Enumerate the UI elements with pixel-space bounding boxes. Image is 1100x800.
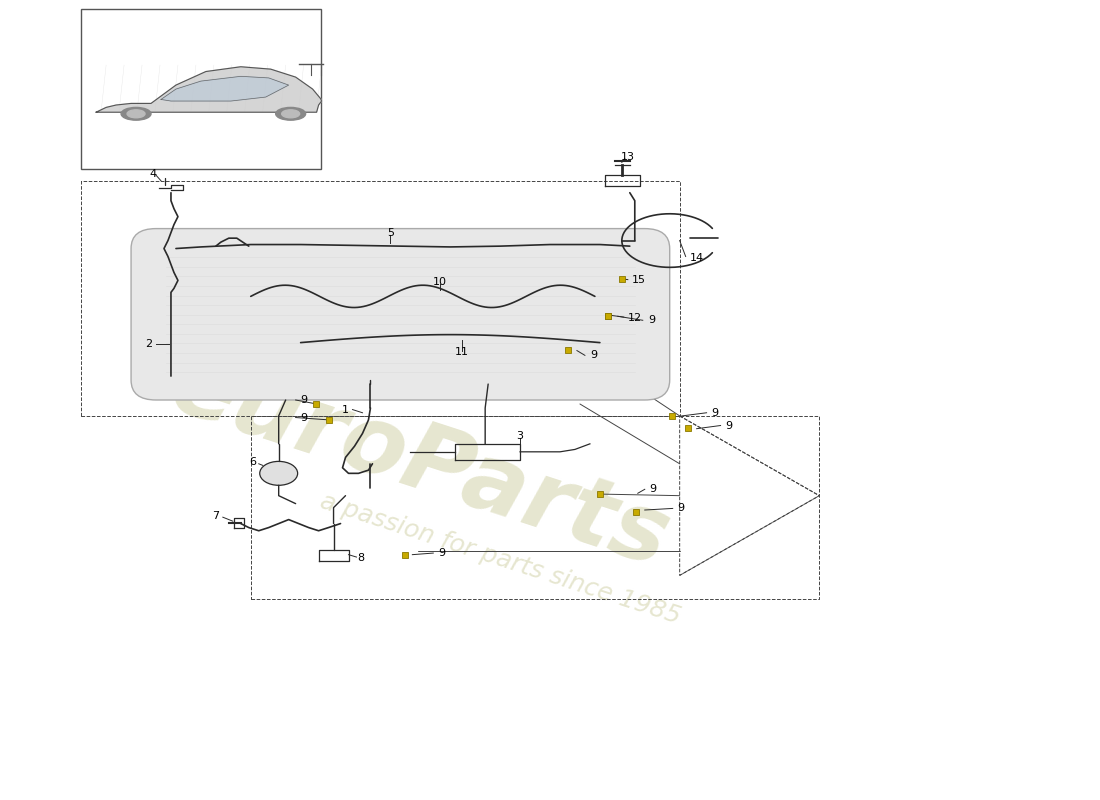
Text: 9: 9 <box>300 413 308 422</box>
Ellipse shape <box>128 110 145 118</box>
Text: 9: 9 <box>712 408 718 418</box>
Polygon shape <box>96 66 321 112</box>
Text: euroParts: euroParts <box>160 340 681 587</box>
Text: 2: 2 <box>145 339 153 349</box>
Ellipse shape <box>260 462 298 486</box>
Ellipse shape <box>121 107 151 120</box>
Text: 4: 4 <box>150 169 156 178</box>
Text: 1: 1 <box>342 405 349 414</box>
Polygon shape <box>161 76 288 101</box>
Text: 5: 5 <box>387 227 394 238</box>
Text: 9: 9 <box>438 548 446 558</box>
Text: 14: 14 <box>690 253 704 263</box>
Text: 9: 9 <box>726 421 733 430</box>
Text: 11: 11 <box>455 347 470 357</box>
FancyBboxPatch shape <box>131 229 670 400</box>
Text: 9: 9 <box>300 395 308 405</box>
Text: 9: 9 <box>590 350 597 360</box>
Text: 9: 9 <box>650 484 657 494</box>
Text: 12: 12 <box>628 313 642 323</box>
Text: 9: 9 <box>678 503 685 514</box>
Text: 8: 8 <box>356 553 364 563</box>
Text: 13: 13 <box>620 152 635 162</box>
Text: 7: 7 <box>211 510 219 521</box>
Text: a passion for parts since 1985: a passion for parts since 1985 <box>317 490 683 630</box>
Text: 9: 9 <box>648 315 654 326</box>
Text: 15: 15 <box>631 275 646 286</box>
Text: 3: 3 <box>517 431 524 441</box>
Ellipse shape <box>276 107 306 120</box>
Text: 6: 6 <box>250 457 256 467</box>
Text: 10: 10 <box>433 277 448 287</box>
Bar <box>81 10 320 169</box>
Ellipse shape <box>282 110 299 118</box>
